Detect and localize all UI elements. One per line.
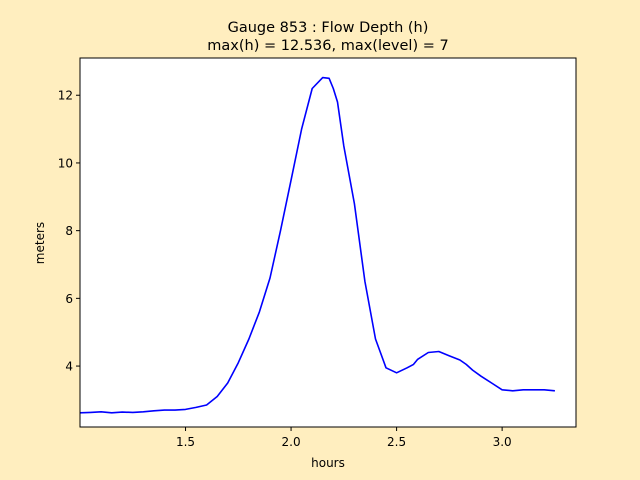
x-axis-label: hours (311, 456, 345, 470)
ticks-layer: 1.5 2.0 2.5 3.0 4 6 8 10 12 (58, 89, 512, 449)
y-tick-label: 12 (58, 89, 73, 103)
y-tick-label: 10 (58, 156, 73, 170)
chart-title: Gauge 853 : Flow Depth (h) (228, 20, 429, 36)
x-tick-label: 3.0 (493, 435, 512, 449)
y-tick-label: 4 (65, 360, 73, 374)
y-axis-label: meters (33, 222, 47, 264)
x-tick-label: 1.5 (176, 435, 195, 449)
x-tick-label: 2.5 (387, 435, 406, 449)
chart-subtitle: max(h) = 12.536, max(level) = 7 (207, 38, 448, 54)
axes-frame (79, 57, 577, 428)
series-layer (79, 76, 555, 414)
y-tick-label: 6 (65, 292, 73, 306)
series-line (79, 76, 555, 414)
plot-area (80, 58, 576, 427)
x-tick-label: 2.0 (282, 435, 301, 449)
y-tick-label: 8 (65, 224, 73, 238)
